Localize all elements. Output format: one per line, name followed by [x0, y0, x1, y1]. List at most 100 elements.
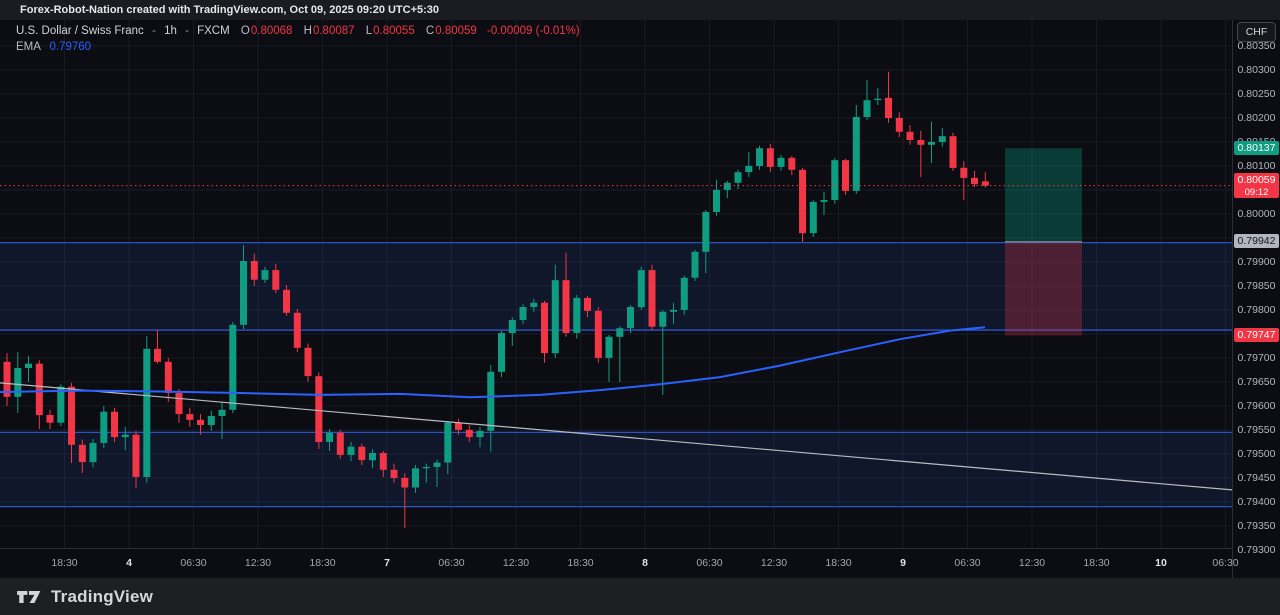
candle — [895, 117, 903, 132]
candle — [584, 297, 591, 311]
candle — [745, 165, 753, 173]
candle — [347, 446, 355, 455]
candle — [250, 261, 258, 280]
candle — [240, 261, 247, 325]
candle — [691, 251, 699, 278]
candle — [756, 148, 763, 166]
candle — [89, 442, 97, 463]
time-tick-label: 12:30 — [244, 557, 272, 569]
profit-zone — [1005, 148, 1082, 242]
price-tick-label: 0.79400 — [1237, 495, 1276, 508]
candle — [379, 453, 387, 470]
time-tick-label: 06:30 — [954, 557, 981, 569]
candle — [283, 289, 290, 313]
price-tick-label: 0.79800 — [1237, 303, 1276, 316]
price-tick-label: 0.80250 — [1237, 87, 1276, 100]
candle — [78, 444, 86, 463]
candle — [175, 393, 183, 415]
candle — [207, 416, 215, 426]
candle — [293, 312, 301, 348]
candle — [949, 136, 957, 168]
date-tick-label: 7 — [384, 557, 390, 569]
price-tick-label: 0.79850 — [1237, 279, 1276, 292]
candle — [433, 462, 441, 467]
time-axis[interactable]: 18:30 4 06:30 12:30 18:30 7 06:30 12:30 18:30 8 06… — [0, 548, 1239, 578]
low-key: L — [365, 25, 373, 37]
date-tick-label: 10 — [1155, 557, 1167, 569]
candle — [562, 280, 570, 333]
candle — [971, 177, 978, 185]
entry-price-badge: 0.79942 — [1234, 234, 1279, 249]
candle — [594, 310, 602, 358]
candle — [766, 148, 774, 167]
time-tick-label: 06:30 — [696, 557, 723, 569]
candle — [111, 411, 118, 438]
price-chart-canvas[interactable] — [0, 20, 1232, 548]
descending-trendline[interactable] — [0, 382, 1232, 491]
time-tick-label: 18:30 — [1083, 557, 1110, 569]
price-tick-label: 0.80000 — [1237, 207, 1276, 220]
tradingview-logo-icon[interactable] — [16, 586, 42, 608]
candle — [648, 270, 656, 327]
exchange-label[interactable]: FXCM — [197, 25, 230, 37]
candle — [57, 386, 65, 423]
candle — [551, 280, 559, 354]
candle — [229, 324, 237, 410]
price-tick-label: 0.79300 — [1237, 543, 1276, 556]
candle — [3, 361, 11, 397]
ema-line[interactable] — [0, 326, 986, 399]
candle — [573, 297, 581, 333]
symbol-title[interactable]: U.S. Dollar / Swiss Franc — [16, 25, 144, 37]
candle — [358, 446, 366, 461]
candle — [197, 419, 204, 426]
low-value: 0.80055 — [373, 25, 415, 37]
candle — [799, 169, 806, 234]
candle — [842, 160, 849, 191]
candle — [154, 348, 161, 362]
candle — [809, 201, 817, 234]
bar-countdown: 09:12 — [1244, 187, 1269, 199]
candlesticks[interactable] — [3, 71, 989, 528]
price-tick-label: 0.80200 — [1237, 111, 1276, 124]
separator: - — [152, 25, 156, 37]
price-tick-label: 0.80100 — [1237, 159, 1276, 172]
date-tick-label: 8 — [642, 557, 648, 569]
candle — [401, 477, 409, 488]
candle — [616, 328, 624, 337]
open-key: O — [240, 25, 250, 37]
candle — [605, 336, 613, 358]
candle — [412, 468, 419, 488]
candle — [35, 363, 43, 416]
loss-zone — [1005, 241, 1082, 336]
candle — [121, 434, 129, 438]
ema-label[interactable]: EMA — [16, 41, 41, 53]
candle — [218, 409, 226, 416]
price-tick-label: 0.79500 — [1237, 447, 1276, 460]
price-axis[interactable]: CHF 0.803500.803000.802500.802000.801500… — [1232, 20, 1280, 578]
candle — [336, 432, 344, 455]
tradingview-wordmark[interactable]: TradingView — [51, 586, 154, 606]
candle — [100, 411, 108, 443]
date-tick-label: 9 — [900, 557, 906, 569]
price-tick-label: 0.80300 — [1237, 63, 1276, 76]
candle — [928, 141, 935, 145]
long-position-tool[interactable] — [1005, 148, 1082, 336]
price-tick-label: 0.79900 — [1237, 255, 1276, 268]
sr-zone — [0, 432, 1232, 507]
attribution-bar: Forex-Robot-Nation created with TradingV… — [0, 0, 1280, 20]
time-tick-label: 18:30 — [567, 557, 594, 569]
candle — [46, 415, 54, 423]
time-tick-label: 12:30 — [1018, 557, 1046, 569]
candle — [885, 97, 892, 118]
candle — [938, 136, 946, 142]
currency-toggle-button[interactable]: CHF — [1237, 22, 1276, 42]
candle — [530, 302, 538, 307]
time-tick-label: 12:30 — [760, 557, 788, 569]
interval-label[interactable]: 1h — [164, 25, 177, 37]
ema-legend-row: EMA 0.79760 — [16, 40, 580, 54]
candle — [444, 422, 452, 463]
candle — [777, 157, 785, 167]
candle — [917, 140, 925, 145]
open-value: 0.80068 — [250, 25, 293, 37]
close-key: C — [425, 25, 435, 37]
